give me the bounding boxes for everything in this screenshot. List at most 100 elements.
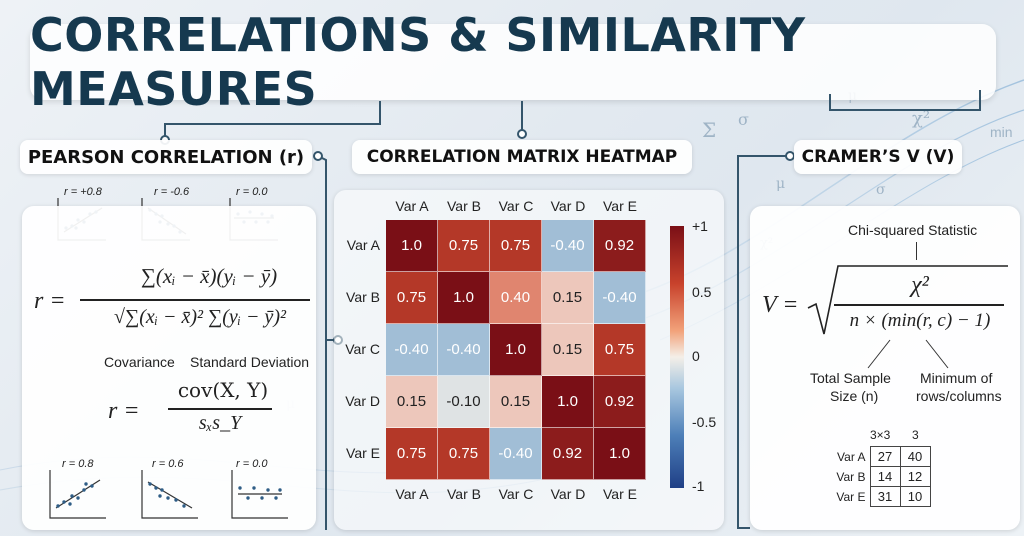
heatmap-cell: 1.0 (386, 220, 438, 272)
colorbar-tick-zero: 0 (692, 348, 700, 364)
scatter-icons-bottom (49, 470, 288, 519)
chi-squared-label: Chi-squared Statistic (848, 222, 978, 238)
table-cell: 27 (869, 446, 901, 467)
label-minimum-1: Minimum of (920, 370, 993, 386)
colorbar-tick-neg1: -1 (692, 478, 705, 494)
heatmap-cell-value: 0.75 (448, 237, 479, 254)
decor-sigma: Σ (702, 118, 717, 142)
pearson-header-text: PEARSON CORRELATION (r) (27, 146, 305, 168)
heatmap-row-label: Var E (346, 445, 380, 461)
heatmap-cell: 0.92 (594, 376, 646, 428)
heatmap-cell-value: 0.75 (396, 289, 427, 306)
cramer-header: CRAMER’S V (V) (794, 140, 962, 174)
heatmap-cell-value: 0.15 (552, 289, 583, 306)
table-cell: 14 (869, 466, 901, 487)
contingency-table: Var A 27 40 Var B 14 12 Var E 31 10 (826, 446, 931, 507)
pearson-formula2-denominator: sₓs_Y (198, 412, 242, 434)
heatmap-cell-value: 0.75 (396, 445, 427, 462)
decor-mu: μ (776, 176, 786, 192)
heatmap-row-label: Var B (346, 289, 380, 305)
heatmap-cell-value: -0.40 (550, 237, 585, 254)
label-total-sample-1: Total Sample (810, 370, 891, 386)
heatmap-row-label: Var D (345, 393, 380, 409)
label-total-sample-2: Size (n) (830, 388, 879, 404)
heatmap-cell: -0.40 (490, 428, 542, 480)
heatmap-cell-value: 1.0 (609, 445, 630, 462)
pearson-formula2-lhs: r = (108, 398, 140, 424)
heatmap-cell-value: -0.40 (498, 445, 533, 462)
heatmap-col-label-bottom: Var C (498, 486, 534, 502)
bottom-plot-label-1: r = 0.8 (62, 458, 94, 470)
pearson-panel: r = ∑(xᵢ − x̄)(yᵢ − ȳ) √∑(xᵢ − x̄)² ∑(yᵢ… (22, 206, 316, 530)
heatmap-col-label-bottom: Var E (603, 486, 637, 502)
colorbar (670, 226, 684, 488)
heatmap-cell-value: 0.15 (552, 341, 583, 358)
title-banner: CORRELATIONS & SIMILARITY MEASURES (30, 8, 996, 116)
bottom-plot-label-3: r = 0.0 (236, 458, 268, 470)
heatmap-cell-value: 0.15 (500, 393, 531, 410)
heatmap-cell-value: 1.0 (453, 289, 474, 306)
heatmap-cell-value: -0.40 (446, 341, 481, 358)
heatmap-col-label-top: Var D (550, 198, 586, 214)
cramer-panel: Chi-squared Statistic V = χ² n × (min(r,… (750, 206, 1020, 530)
heatmap-cell: 1.0 (490, 324, 542, 376)
table-col-header-2: 3 (912, 428, 919, 442)
heatmap-cell: 0.75 (438, 428, 490, 480)
plot-label-pos: r = +0.8 (64, 186, 102, 198)
heatmap-cell: -0.40 (438, 324, 490, 376)
cramer-fraction-bar (834, 304, 1004, 306)
heatmap-cell: 0.75 (594, 324, 646, 376)
heatmap-cell: 0.92 (594, 220, 646, 272)
colorbar-tick-pos1: +1 (692, 218, 708, 234)
heatmap-cell-value: 0.75 (604, 341, 635, 358)
heatmap-cell-value: 0.15 (396, 393, 427, 410)
table-cell: 40 (899, 446, 931, 467)
heatmap-cell-value: -0.10 (446, 393, 481, 410)
table-cell: 10 (899, 486, 931, 507)
heatmap-cell: 0.92 (542, 428, 594, 480)
pearson-formula2-numerator: cov(X, Y) (177, 378, 269, 402)
pearson-header: PEARSON CORRELATION (r) (20, 140, 312, 174)
pearson-numerator: ∑(xᵢ − x̄)(yᵢ − ȳ) (140, 264, 278, 288)
heatmap-cell-value: 0.75 (500, 237, 531, 254)
table-cell: 31 (869, 486, 901, 507)
heatmap-cell: 0.75 (438, 220, 490, 272)
heatmap-cell: 0.75 (386, 272, 438, 324)
label-minimum-2: rows/columns (916, 388, 1002, 404)
heatmap-col-label-top: Var C (498, 198, 534, 214)
heatmap-cell: -0.40 (386, 324, 438, 376)
decor-chi: χ² (912, 108, 931, 129)
cramer-numerator: χ² (911, 272, 929, 298)
heatmap-cell: 0.75 (386, 428, 438, 480)
pearson-fraction-bar (80, 299, 310, 301)
heatmap-row-label: Var C (345, 341, 380, 357)
heatmap-cell: 0.15 (490, 376, 542, 428)
table-cell: 12 (899, 466, 931, 487)
heatmap-cell: 0.15 (386, 376, 438, 428)
decor-sigma-2: σ (876, 182, 886, 198)
heatmap-col-label-bottom: Var B (447, 486, 481, 502)
decor-min: min (990, 124, 1013, 140)
heatmap-cell: 0.15 (542, 272, 594, 324)
decor-sigma-small: σ (738, 110, 749, 129)
heatmap-cell: 1.0 (542, 376, 594, 428)
label-covariance: Covariance (104, 354, 175, 370)
heatmap-cell-value: 1.0 (401, 237, 422, 254)
heatmap-cell: 0.75 (490, 220, 542, 272)
heatmap-header-text: CORRELATION MATRIX HEATMAP (366, 147, 678, 167)
heatmap-cell: 0.15 (542, 324, 594, 376)
table-col-header-1: 3×3 (870, 428, 891, 442)
heatmap-cell: -0.40 (594, 272, 646, 324)
pearson-formula-lhs: r = (34, 288, 66, 314)
heatmap-cell: 0.40 (490, 272, 542, 324)
page-title: CORRELATIONS & SIMILARITY MEASURES (30, 8, 806, 116)
heatmap-row-label: Var A (346, 237, 380, 253)
heatmap-col-label-bottom: Var D (550, 486, 586, 502)
heatmap-cell: -0.40 (542, 220, 594, 272)
bottom-plot-label-2: r = 0.6 (152, 458, 184, 470)
colorbar-tick-pos05: 0.5 (692, 284, 712, 300)
table-row: Var B 14 12 (826, 466, 931, 487)
heatmap-cell: -0.10 (438, 376, 490, 428)
pearson-formula2-bar (168, 408, 272, 410)
cramer-header-text: CRAMER’S V (V) (801, 147, 955, 167)
